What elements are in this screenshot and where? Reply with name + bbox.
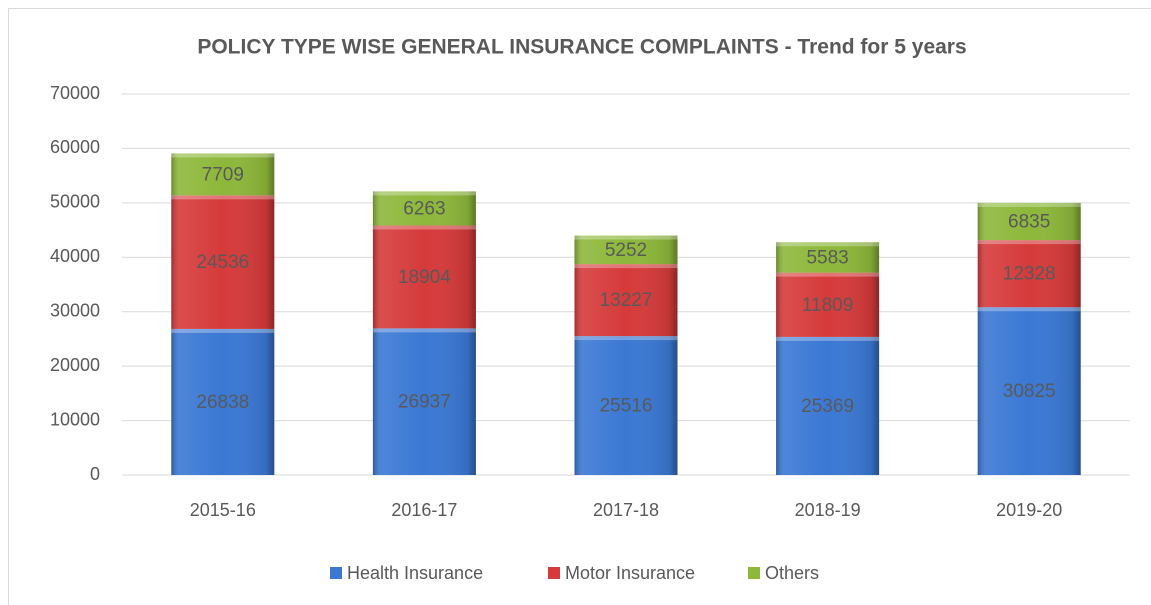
data-label: 13227 <box>600 290 653 311</box>
bar-shade <box>574 235 678 265</box>
legend-swatch <box>748 567 760 579</box>
y-tick-label: 20000 <box>50 355 100 375</box>
bar-top-bevel <box>171 195 275 200</box>
y-tick-label: 70000 <box>50 83 100 103</box>
bar-shade <box>372 191 476 226</box>
legend-label: Motor Insurance <box>565 563 695 583</box>
bar-top-bevel <box>574 336 678 341</box>
bar-top-bevel <box>776 336 880 341</box>
bar-top-bevel <box>977 202 1081 207</box>
legend-swatch <box>330 567 342 579</box>
y-tick-label: 40000 <box>50 246 100 266</box>
bar-shade <box>776 272 880 337</box>
bar-shade <box>372 225 476 329</box>
legend-label: Health Insurance <box>347 563 483 583</box>
data-label: 6835 <box>1008 212 1050 233</box>
bar-shade <box>977 307 1081 475</box>
bar-top-bevel <box>977 307 1081 312</box>
bar-shade <box>977 202 1081 241</box>
data-label: 26838 <box>196 392 249 413</box>
bar-shade <box>372 328 476 475</box>
legend-label: Others <box>765 563 819 583</box>
y-tick-label: 0 <box>90 464 100 484</box>
bar-shade <box>171 328 275 475</box>
x-tick-label: 2019-20 <box>996 500 1062 520</box>
bar-top-bevel <box>776 242 880 247</box>
bar-shade <box>171 153 275 196</box>
data-label: 5252 <box>605 240 647 261</box>
bar-shade <box>977 240 1081 308</box>
data-label: 30825 <box>1003 381 1056 402</box>
data-label: 25369 <box>801 396 854 417</box>
chart-title: POLICY TYPE WISE GENERAL INSURANCE COMPL… <box>197 36 966 59</box>
x-tick-label: 2016-17 <box>391 500 457 520</box>
bar-top-bevel <box>372 328 476 333</box>
legend-swatch <box>548 567 560 579</box>
bar-top-bevel <box>776 272 880 277</box>
bar-shade <box>574 336 678 475</box>
data-label: 6263 <box>403 198 445 219</box>
data-label: 26937 <box>398 392 451 413</box>
x-tick-label: 2017-18 <box>593 500 659 520</box>
data-label: 18904 <box>398 267 451 288</box>
data-label: 12328 <box>1003 264 1056 285</box>
bar-top-bevel <box>574 264 678 269</box>
bar-top-bevel <box>171 153 275 158</box>
bar-shade <box>776 336 880 475</box>
bar-top-bevel <box>372 191 476 196</box>
y-tick-label: 60000 <box>50 137 100 157</box>
data-label: 11809 <box>802 295 853 316</box>
bar-top-bevel <box>171 328 275 333</box>
x-tick-label: 2018-19 <box>795 500 861 520</box>
data-label: 24536 <box>196 252 249 273</box>
bar-shade <box>776 242 880 273</box>
bar-top-bevel <box>977 240 1081 245</box>
y-tick-label: 50000 <box>50 192 100 212</box>
x-tick-label: 2015-16 <box>190 500 256 520</box>
bar-shade <box>171 195 275 329</box>
bar-shade <box>574 264 678 337</box>
bar-top-bevel <box>574 235 678 240</box>
data-label: 25516 <box>600 396 653 417</box>
y-tick-label: 30000 <box>50 300 100 320</box>
y-tick-label: 10000 <box>50 409 100 429</box>
data-label: 7709 <box>202 164 244 185</box>
bar-top-bevel <box>372 225 476 230</box>
data-label: 5583 <box>806 247 848 268</box>
